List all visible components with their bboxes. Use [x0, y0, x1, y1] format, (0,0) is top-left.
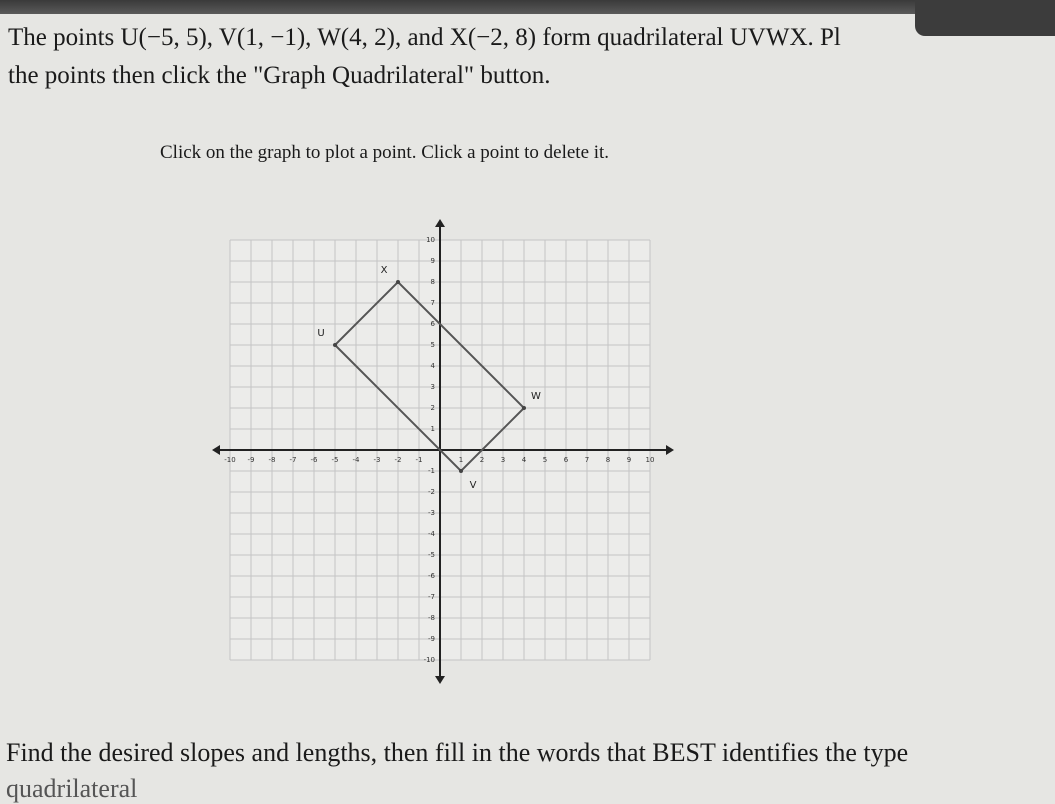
x-tick-label: -3 [374, 456, 381, 464]
y-tick-label: -3 [428, 509, 435, 517]
y-tick-label: -6 [428, 572, 436, 580]
problem-text: the points then click the "Graph Quadril… [8, 62, 551, 89]
point [333, 343, 337, 347]
x-tick-label: 2 [480, 456, 484, 464]
y-tick-label: 6 [431, 320, 436, 328]
problem-text: The points U(−5, 5), V(1, −1), W(4, 2), … [8, 24, 841, 51]
instruction: Click on the graph to plot a point. Clic… [160, 142, 610, 163]
question-text: Find the desired slopes and lengths, the… [6, 738, 909, 767]
x-tick-label: -5 [332, 456, 339, 464]
y-tick-label: -5 [428, 551, 435, 559]
y-tick-label: 10 [426, 236, 435, 244]
y-tick-label: 8 [431, 278, 435, 286]
point-label: W [531, 391, 541, 402]
y-tick-label: 9 [431, 257, 435, 265]
y-tick-label: -9 [428, 635, 435, 643]
y-tick-label: 4 [431, 362, 436, 370]
x-tick-label: 4 [522, 456, 527, 464]
x-tick-label: 10 [646, 456, 655, 464]
x-tick-label: 5 [543, 456, 547, 464]
point-label: U [317, 328, 324, 339]
question-text: quadrilateral [6, 774, 138, 803]
point [522, 406, 526, 410]
y-tick-label: -10 [424, 656, 435, 664]
x-tick-label: -1 [416, 456, 423, 464]
x-tick-label: -4 [353, 456, 361, 464]
y-tick-label: -8 [428, 614, 435, 622]
x-tick-label: 7 [585, 456, 589, 464]
y-tick-label: 7 [431, 299, 435, 307]
y-tick-label: -7 [428, 593, 435, 601]
y-tick-label: 2 [431, 404, 435, 412]
point-label: X [381, 265, 388, 276]
y-tick-label: -1 [428, 467, 435, 475]
point-label: V [470, 480, 477, 491]
x-tick-label: 1 [459, 456, 463, 464]
x-tick-label: 3 [501, 456, 505, 464]
y-tick-label: -4 [428, 530, 436, 538]
x-tick-label: -2 [395, 456, 402, 464]
x-tick-label: -8 [269, 456, 276, 464]
browser-bar [0, 0, 1055, 14]
x-tick-label: -10 [224, 456, 235, 464]
x-tick-label: 8 [606, 456, 610, 464]
x-tick-label: -9 [248, 456, 255, 464]
point [459, 469, 463, 473]
point [396, 280, 400, 284]
browser-toolbar [915, 0, 1055, 36]
y-tick-label: 1 [431, 425, 435, 433]
x-tick-label: 9 [627, 456, 631, 464]
x-tick-label: 6 [564, 456, 569, 464]
y-tick-label: 5 [431, 341, 435, 349]
x-tick-label: -7 [290, 456, 297, 464]
y-tick-label: 3 [431, 383, 435, 391]
x-tick-label: -6 [311, 456, 319, 464]
y-tick-label: -2 [428, 488, 435, 496]
